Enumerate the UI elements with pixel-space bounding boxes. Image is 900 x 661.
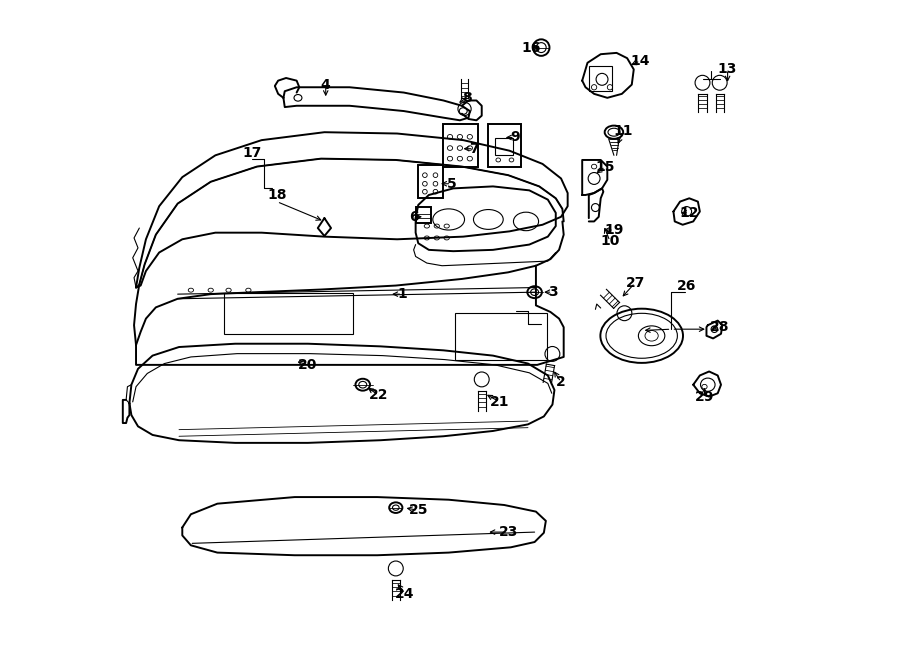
Text: 10: 10 (600, 234, 619, 249)
Text: 19: 19 (604, 223, 624, 237)
Text: 2: 2 (556, 375, 566, 389)
Text: 13: 13 (718, 62, 737, 77)
Bar (444, 124, 478, 167)
Text: 27: 27 (626, 276, 644, 290)
Text: 16: 16 (521, 40, 540, 55)
Bar (416, 207, 431, 223)
Bar (495, 138, 514, 155)
Text: 29: 29 (695, 389, 715, 404)
Bar (455, 313, 546, 360)
Bar (224, 293, 353, 334)
Text: 6: 6 (409, 210, 419, 224)
Text: 7: 7 (469, 141, 479, 156)
Text: 1: 1 (398, 287, 408, 301)
Text: 26: 26 (677, 278, 697, 293)
Text: 22: 22 (369, 388, 389, 403)
Bar (418, 165, 444, 198)
Text: 12: 12 (680, 206, 699, 220)
Bar (489, 124, 521, 167)
Text: 3: 3 (547, 285, 557, 299)
Text: 14: 14 (631, 54, 650, 68)
Text: 28: 28 (710, 320, 729, 334)
Text: 4: 4 (321, 77, 330, 92)
Text: 9: 9 (510, 130, 519, 145)
Text: 23: 23 (499, 525, 517, 539)
Text: 18: 18 (267, 188, 286, 202)
Text: 24: 24 (395, 586, 415, 601)
Text: 15: 15 (596, 159, 615, 174)
Text: 25: 25 (409, 503, 428, 518)
Text: 17: 17 (242, 146, 261, 161)
Text: 20: 20 (298, 358, 318, 372)
Text: 11: 11 (614, 124, 633, 138)
Bar (589, 66, 612, 91)
Text: 21: 21 (490, 395, 509, 409)
Text: 5: 5 (446, 176, 456, 191)
Text: 8: 8 (462, 91, 472, 105)
